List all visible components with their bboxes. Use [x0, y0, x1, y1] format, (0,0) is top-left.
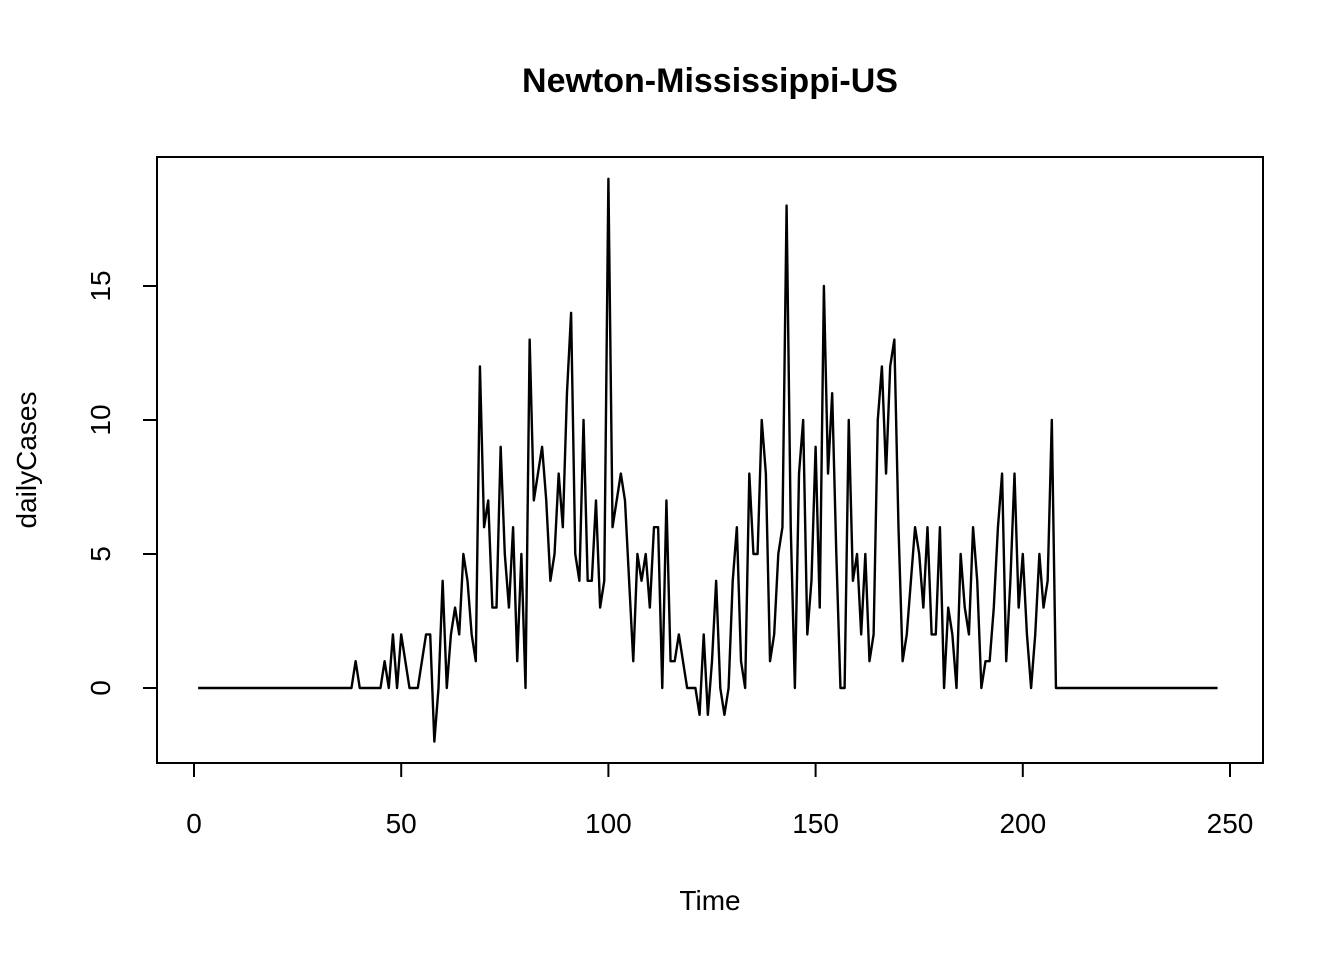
x-axis-label: Time — [679, 885, 740, 916]
x-tick-label: 250 — [1207, 808, 1254, 839]
chart-title: Newton-Mississippi-US — [522, 62, 898, 100]
x-tick-label: 200 — [999, 808, 1046, 839]
y-axis-label: dailyCases — [11, 392, 42, 529]
series-line — [198, 177, 1218, 743]
x-tick-label: 150 — [792, 808, 839, 839]
y-tick-label: 15 — [85, 270, 116, 301]
y-tick-label: 10 — [85, 404, 116, 435]
y-tick-label: 5 — [85, 546, 116, 562]
x-tick-label: 0 — [186, 808, 202, 839]
x-tick-label: 50 — [386, 808, 417, 839]
x-tick-label: 100 — [585, 808, 632, 839]
y-axis: 0 5 10 15 — [85, 270, 158, 696]
x-axis: 0 50 100 150 200 250 — [186, 762, 1254, 839]
y-tick-label: 0 — [85, 680, 116, 696]
